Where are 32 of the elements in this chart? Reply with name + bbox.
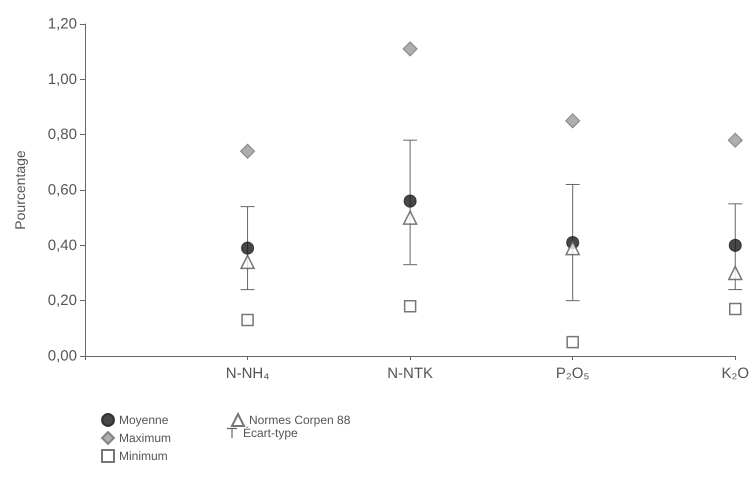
x-tick-label: P₂O₅ xyxy=(556,365,590,382)
y-tick-label: 0,20 xyxy=(48,292,77,310)
point xyxy=(241,314,254,326)
text: Écart-type xyxy=(243,426,298,440)
legend-label: Minimum xyxy=(119,449,168,463)
point xyxy=(728,132,743,148)
point xyxy=(402,41,418,56)
y-tick-label: 0,80 xyxy=(48,126,77,144)
y-tick-label: 0,40 xyxy=(48,236,77,254)
point xyxy=(565,240,580,256)
x-tick-label: N-NTK xyxy=(387,365,434,382)
point xyxy=(240,144,256,159)
legend-label: Normes Corpen 88 xyxy=(249,413,351,427)
point xyxy=(565,113,580,128)
y-tick-label: 0,00 xyxy=(48,348,77,364)
point xyxy=(241,242,254,255)
y-tick-label: 1,20 xyxy=(48,16,77,32)
point xyxy=(566,336,579,348)
x-tick-label: N-NH₄ xyxy=(226,365,270,382)
y-tick-label: 1,00 xyxy=(48,70,77,88)
point xyxy=(729,302,742,316)
point xyxy=(404,300,416,312)
point xyxy=(728,238,742,252)
legend-label: Maximum xyxy=(119,431,172,445)
point xyxy=(404,194,417,208)
legend-label: Moyenne xyxy=(119,413,169,427)
point xyxy=(402,210,418,225)
x-tick-label: K₂O xyxy=(722,365,749,382)
y-axis-title: Pourcentage xyxy=(12,150,28,230)
point xyxy=(728,266,742,280)
y-tick-label: 0,60 xyxy=(48,182,77,198)
point xyxy=(240,254,255,270)
